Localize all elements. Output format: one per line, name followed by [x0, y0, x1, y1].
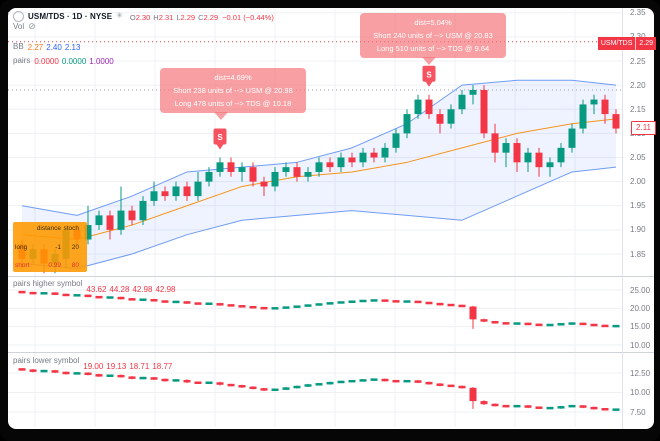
change-value: −0.01 (−0.44%) — [222, 13, 274, 22]
ohlc-value: 2.31 — [158, 13, 174, 22]
legend-value: 43.62 — [86, 285, 107, 294]
tooltip-tail — [422, 57, 436, 65]
panel1-label: pairs higher symbol — [13, 279, 83, 288]
table-header-cell — [15, 225, 33, 232]
legend-value: 1.0000 — [89, 57, 114, 66]
badge-symbol-price: 2.29 — [636, 37, 656, 50]
bb-label: BB — [13, 41, 24, 51]
legend-value: 0.0000 — [34, 57, 59, 66]
price-axis-label: 12.50 — [630, 368, 651, 378]
table-header-cell: stoch — [63, 225, 79, 232]
volume-legend-row[interactable]: Vol ⊘ — [13, 21, 36, 32]
price-axis-separator[interactable] — [622, 8, 623, 429]
ohlc-letter: C — [198, 13, 204, 22]
svg-text:S: S — [426, 70, 432, 79]
symbol-title: USM/TDS · 1D · NYSE — [28, 11, 113, 21]
table-header-cell: distance — [36, 225, 61, 232]
price-axis-label: 20.00 — [630, 303, 651, 313]
main-legend-row[interactable]: USM/TDS · 1D · NYSE ✳ O2.30 H2.31 L2.29 C2.… — [13, 7, 274, 25]
ohlc-letter: L — [176, 13, 181, 22]
legend-value: 2.40 — [46, 43, 62, 52]
sub-panel-candles-1 — [18, 290, 620, 329]
price-axis-label: 2.20 — [630, 80, 646, 90]
ohlc-value: 2.29 — [203, 13, 219, 22]
table-cell-long-distance: -1 — [55, 243, 61, 251]
ohlc-letter: O — [129, 13, 136, 22]
price-axis-label: 2.35 — [630, 8, 646, 18]
tooltip-line: Long 510 units of --> TDS @ 9.64 — [376, 44, 490, 53]
price-axis-label: 7.50 — [630, 407, 646, 417]
legend-value: 44.28 — [109, 285, 130, 294]
pairs-values: 0.0000 0.0000 1.0000 — [34, 51, 116, 69]
table-cell-short: short — [15, 262, 30, 269]
panel1-values: 43.62 44.28 42.98 42.98 — [86, 279, 178, 297]
price-axis-label: 15.00 — [630, 322, 651, 332]
pairs-label: pairs — [13, 55, 31, 65]
trade-marker[interactable]: S — [422, 65, 436, 87]
tooltip-line: dist=5.04% — [414, 18, 452, 27]
last-price-badge: 2.11 — [631, 121, 656, 135]
trade-tooltip-1: dist=4.69% Short 238 units of --> USM @ … — [160, 68, 306, 120]
legend-value: 19.13 — [106, 362, 127, 371]
tooltip-line: dist=4.69% — [214, 73, 252, 82]
table-cell-long: long — [15, 243, 28, 251]
legend-value: 2.27 — [27, 43, 44, 52]
legend-value: 42.98 — [155, 285, 176, 294]
snowflake-icon: ✳ — [116, 11, 123, 20]
symbol-logo-icon — [13, 10, 24, 22]
position-stats-table: distance stoch long -1 20 short 0.99 80 — [13, 222, 87, 272]
table-cell-short-distance: 0.99 — [48, 262, 61, 269]
panel2-label: pairs lower symbol — [13, 356, 80, 365]
panel-separator-2[interactable] — [8, 352, 654, 353]
price-axis-label: 2.25 — [630, 56, 646, 66]
ohlc-letter: H — [153, 13, 159, 22]
badge-symbol-name: USM/TDS — [597, 37, 637, 50]
ohlc-value: 2.29 — [180, 13, 196, 22]
svg-text:S: S — [217, 133, 223, 142]
ohlc-value: 2.30 — [135, 13, 151, 22]
tooltip-tail — [214, 112, 228, 120]
table-cell-short-stoch: 80 — [71, 262, 79, 269]
panel-separator-1[interactable] — [8, 276, 654, 277]
legend-value: 19.00 — [83, 362, 104, 371]
gridlines — [8, 9, 622, 427]
price-axis-label: 1.90 — [630, 225, 646, 235]
bollinger-lower-line — [21, 166, 617, 269]
bollinger-upper-line — [21, 79, 617, 216]
tooltip-line: Short 238 units of --> USM @ 20.98 — [173, 86, 293, 95]
legend-value: 0.0000 — [61, 57, 87, 66]
tooltip-line: Short 240 units of --> USM @ 20.83 — [373, 31, 493, 40]
bb-values: 2.27 2.40 2.13 — [28, 37, 84, 55]
price-axis-label: 2.30 — [630, 32, 646, 41]
legend-value: 2.13 — [64, 43, 81, 52]
panel2-legend-row[interactable]: pairs lower symbol 19.00 19.13 18.71 18.77 — [13, 356, 175, 374]
legend-value: 18.77 — [152, 362, 173, 371]
legend-value: 18.71 — [129, 362, 150, 371]
ohlc-values: O2.30 H2.31 L2.29 C2.29 −0.01 (−0.44%) — [127, 7, 274, 25]
visibility-off-icon[interactable]: ⊘ — [28, 21, 36, 31]
volume-label: Vol — [13, 22, 25, 31]
chart-background — [8, 8, 654, 429]
trade-marker[interactable]: S — [213, 128, 227, 150]
sub-panel-candles-2 — [18, 368, 620, 411]
price-axis-label: 10.00 — [630, 340, 651, 350]
price-axis-label: 2.00 — [630, 177, 646, 187]
trade-tooltip-2: dist=5.04% Short 240 units of --> USM @ … — [360, 13, 506, 65]
tooltip-line: Long 478 units of --> TDS @ 10.18 — [174, 99, 292, 108]
price-axis-label: 1.95 — [630, 201, 646, 211]
panel2-values: 19.00 19.13 18.71 18.77 — [83, 356, 175, 374]
price-axis-label: 1.85 — [630, 249, 646, 259]
panel1-legend-row[interactable]: pairs higher symbol 43.62 44.28 42.98 42.98 — [13, 279, 179, 297]
pairs-legend-row[interactable]: pairs 0.0000 0.0000 1.0000 — [13, 51, 117, 69]
bb-legend-row[interactable]: BB 2.27 2.40 2.13 — [13, 37, 83, 55]
price-axis-label: 2.15 — [630, 104, 646, 114]
price-axis-label: 10.00 — [630, 388, 651, 397]
price-axis-label: 25.00 — [630, 285, 651, 295]
price-axis-label: 2.05 — [630, 153, 646, 162]
symbol-price-badge: USM/TDS 2.29 — [597, 37, 656, 50]
table-cell-long-stoch: 20 — [71, 243, 79, 251]
legend-value: 42.98 — [132, 285, 153, 294]
